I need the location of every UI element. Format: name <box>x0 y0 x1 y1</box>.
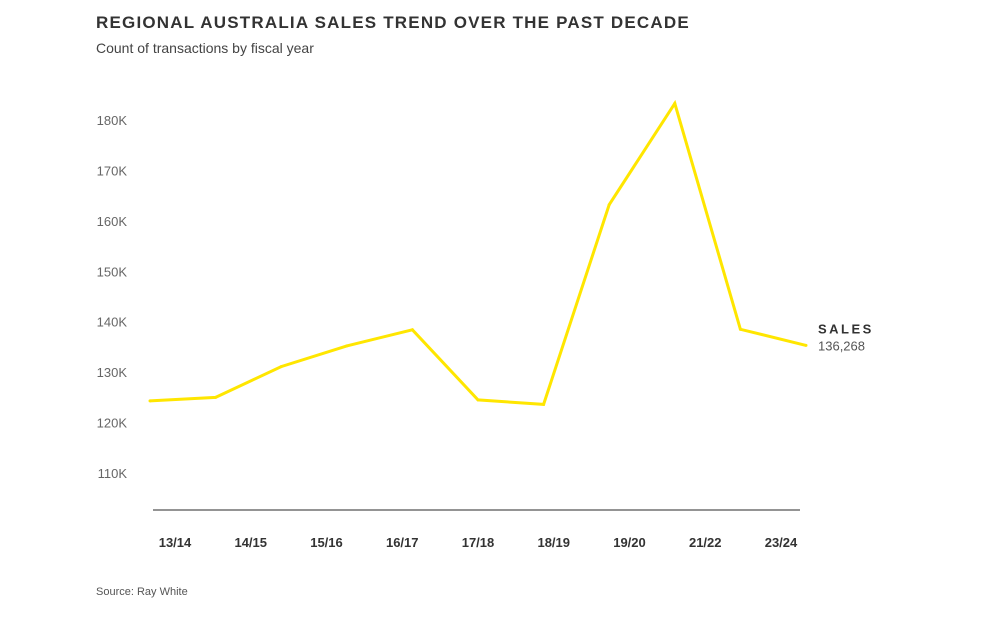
sales-data-point <box>607 203 611 207</box>
x-tick-label: 18/19 <box>537 535 570 550</box>
y-tick-label: 110K <box>98 466 128 481</box>
sales-data-point <box>279 365 283 369</box>
sales-data-point <box>345 344 349 348</box>
sales-data-point <box>738 327 742 331</box>
y-tick-label: 120K <box>97 416 128 431</box>
y-tick-label: 130K <box>97 365 128 380</box>
x-tick-label: 19/20 <box>613 535 646 550</box>
y-tick-label: 140K <box>97 315 128 330</box>
sales-data-point <box>148 399 152 403</box>
sales-series-line <box>149 99 807 406</box>
x-tick-label: 17/18 <box>462 535 495 550</box>
x-tick-label: 23/24 <box>765 535 798 550</box>
x-tick-label: 16/17 <box>386 535 419 550</box>
chart-subtitle: Count of transactions by fiscal year <box>96 40 314 56</box>
y-tick-label: 170K <box>97 163 128 178</box>
y-tick-label: 150K <box>97 264 128 279</box>
sales-data-point <box>804 343 808 347</box>
sales-data-point <box>542 402 546 406</box>
sales-data-point <box>214 395 218 399</box>
y-tick-label: 180K <box>97 113 128 128</box>
series-label: SALES <box>818 321 874 336</box>
x-tick-label: 13/14 <box>159 535 192 550</box>
sales-series-points <box>148 101 808 406</box>
y-axis: 110K 120K 130K 140K 150K 160K 170K 180K <box>97 113 128 481</box>
sales-data-point <box>410 328 414 332</box>
y-tick-label: 160K <box>97 214 128 229</box>
sales-data-point <box>673 101 677 105</box>
x-tick-label: 21/22 <box>689 535 722 550</box>
chart-title: REGIONAL AUSTRALIA SALES TREND OVER THE … <box>96 13 690 32</box>
x-tick-label: 14/15 <box>234 535 267 550</box>
series-last-value: 136,268 <box>818 338 865 353</box>
sales-data-point <box>476 398 480 402</box>
source-note: Source: Ray White <box>96 586 188 598</box>
x-tick-label: 15/16 <box>310 535 343 550</box>
x-axis: 13/14 14/15 15/16 16/17 17/18 18/19 19/20 21/22… <box>159 535 798 550</box>
